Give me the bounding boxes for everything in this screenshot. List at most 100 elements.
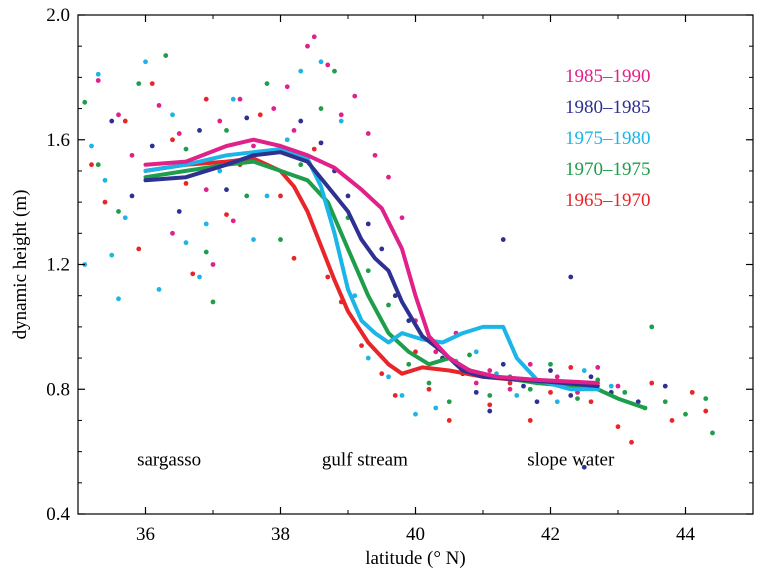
scatter-point xyxy=(527,361,533,367)
legend-entry: 1980–1985 xyxy=(565,97,651,118)
region-annotations: sargasso gulf stream slope water xyxy=(137,450,615,471)
scatter-point xyxy=(129,152,135,158)
scatter-point xyxy=(548,389,553,395)
scatter-point xyxy=(318,59,324,65)
scatter-point xyxy=(82,99,88,105)
scatter-point xyxy=(514,393,520,398)
scatter-point xyxy=(89,143,94,149)
scatter-point xyxy=(156,103,162,108)
scatter-point xyxy=(122,118,128,124)
scatter-point xyxy=(284,137,290,143)
scatter-point xyxy=(487,368,493,373)
scatter-point xyxy=(325,274,331,280)
x-tick-labels: 36 38 40 42 44 xyxy=(136,524,696,545)
scatter-point xyxy=(183,146,189,152)
scatter-point xyxy=(95,162,101,168)
scatter-point xyxy=(386,302,391,308)
scatter-point xyxy=(102,177,108,183)
scatter-point xyxy=(467,352,472,358)
scatter-point xyxy=(271,106,277,111)
legend-entry: 1975–1980 xyxy=(565,128,651,149)
scatter-point xyxy=(568,274,574,280)
scatter-point xyxy=(311,146,317,152)
scatter-point xyxy=(203,221,209,227)
scatter-point xyxy=(278,237,283,242)
scatter-point xyxy=(291,127,297,133)
scatter-point xyxy=(230,96,236,102)
scatter-point xyxy=(703,408,709,414)
region-label: sargasso xyxy=(137,450,201,471)
scatter-point xyxy=(298,68,304,74)
scatter-point xyxy=(635,399,641,405)
scatter-point xyxy=(244,193,250,199)
scatter-point xyxy=(622,389,628,395)
scatter-point xyxy=(649,324,655,330)
scatter-point xyxy=(251,143,256,149)
scatter-point xyxy=(136,246,142,252)
scatter-point xyxy=(500,361,506,367)
scatter-point xyxy=(433,405,439,411)
scatter-point xyxy=(305,43,310,49)
scatter-point xyxy=(399,215,405,221)
scatter-point xyxy=(264,81,270,87)
scatter-point xyxy=(473,349,479,355)
scatter-point xyxy=(217,118,223,124)
scatter-point xyxy=(500,237,506,242)
scatter-point xyxy=(95,71,101,77)
series-line xyxy=(143,156,600,385)
scatter-point xyxy=(507,380,513,386)
y-tick-label: 0.8 xyxy=(46,379,70,400)
scatter-point xyxy=(426,380,432,386)
scatter-point xyxy=(224,187,229,193)
scatter-point xyxy=(224,127,229,133)
scatter-point xyxy=(446,418,452,423)
scatter-point xyxy=(554,399,560,405)
region-label: gulf stream xyxy=(322,450,408,471)
scatter-point xyxy=(548,361,553,367)
scatter-point xyxy=(183,181,189,186)
scatter-point xyxy=(183,240,189,246)
y-tick-label: 1.2 xyxy=(46,255,70,276)
scatter-point xyxy=(237,96,243,102)
plot-area-group xyxy=(77,14,754,515)
scatter-point xyxy=(399,393,405,398)
scatter-point xyxy=(149,81,155,87)
scatter-point xyxy=(176,209,182,214)
scatter-point xyxy=(392,293,398,299)
plot-frame xyxy=(77,14,754,515)
scatter-point xyxy=(284,84,290,90)
scatter-point xyxy=(109,252,115,258)
series-line xyxy=(143,137,600,385)
scatter-point xyxy=(669,418,675,423)
scatter-point xyxy=(568,365,574,370)
scatter-point xyxy=(588,374,594,380)
scatter-points-layer xyxy=(82,34,715,470)
scatter-point xyxy=(710,430,715,436)
scatter-point xyxy=(210,299,216,305)
scatter-point xyxy=(365,131,371,136)
scatter-point xyxy=(615,383,621,389)
scatter-point xyxy=(197,127,202,133)
scatter-point xyxy=(433,349,439,355)
scatter-point xyxy=(224,212,229,218)
scatter-point xyxy=(278,193,283,199)
scatter-point xyxy=(487,408,493,414)
scatter-point xyxy=(230,218,236,224)
scatter-point xyxy=(413,411,418,417)
x-axis-label: latitude (° N) xyxy=(365,548,465,569)
scatter-point xyxy=(379,371,385,377)
scatter-point xyxy=(386,374,391,380)
scatter-point xyxy=(170,137,175,143)
scatter-point xyxy=(372,152,378,158)
scatter-point xyxy=(338,112,344,118)
scatter-point xyxy=(386,174,391,180)
scatter-point xyxy=(203,187,209,193)
scatter-point xyxy=(311,34,317,40)
scatter-point xyxy=(352,293,358,299)
scatter-point xyxy=(689,389,695,395)
scatter-point xyxy=(170,230,175,236)
scatter-point xyxy=(95,78,101,83)
series-line xyxy=(143,159,647,410)
x-tick-label: 44 xyxy=(676,524,696,545)
scatter-point xyxy=(257,112,263,118)
